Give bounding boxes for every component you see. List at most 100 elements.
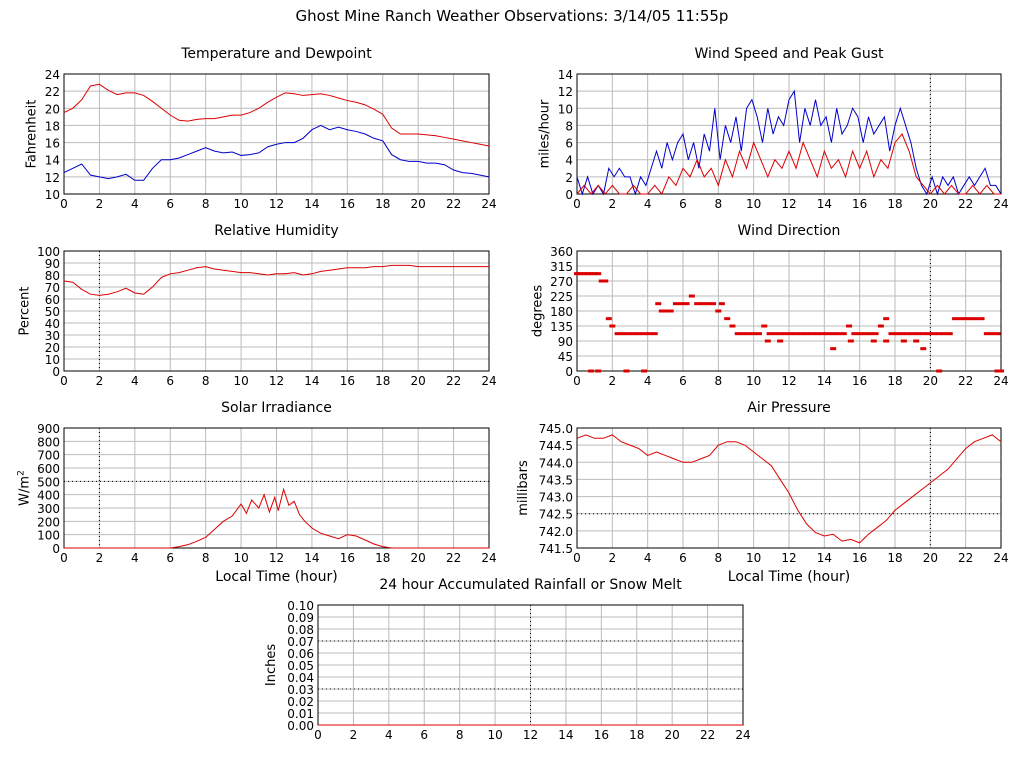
humidity-x-tick-label: 22 (446, 374, 461, 388)
direction-series-0-point (856, 332, 863, 336)
solar-plot-frame (63, 427, 490, 549)
direction-series-0-point (662, 309, 669, 313)
rain-y-tick-label: 0.00 (287, 719, 314, 733)
direction-series-0-point (946, 332, 953, 336)
pressure-y-tick-label: 744.0 (539, 456, 573, 470)
direction-series-1-point (595, 369, 602, 373)
humidity-y-tick-label: 50 (45, 305, 60, 319)
pressure-y-tick-label: 744.5 (539, 439, 573, 453)
solar-chart-title: Solar Irradiance (221, 400, 332, 416)
direction-series-0-point (581, 272, 588, 276)
humidity-x-tick-label: 16 (340, 374, 355, 388)
direction-x-tick-label: 6 (679, 374, 687, 388)
humidity-x-tick-label: 24 (481, 374, 496, 388)
solar-x-tick-label: 6 (166, 551, 174, 565)
pressure-x-tick-label: 10 (746, 551, 761, 565)
wind-x-tick-label: 24 (993, 197, 1008, 211)
direction-y-tick-label: 180 (550, 305, 573, 319)
solar-y-tick-label: 400 (37, 489, 60, 503)
rain-x-tick-label: 14 (558, 728, 573, 742)
direction-series-0-point (962, 317, 969, 321)
pressure-y-tick-label: 742.0 (539, 525, 573, 539)
direction-series-0-point (936, 332, 943, 336)
direction-series-0-point (888, 332, 895, 336)
pressure-x-tick-label: 2 (609, 551, 617, 565)
pressure-x-tick-label: 14 (817, 551, 832, 565)
direction-series-0-point (588, 272, 595, 276)
wind-x-tick-label: 12 (781, 197, 796, 211)
temp-x-tick-label: 0 (60, 197, 68, 211)
direction-x-tick-label: 24 (993, 374, 1008, 388)
temp-series-0-line (63, 83, 490, 147)
direction-series-0-point (766, 332, 773, 336)
solar-x-tick-label: 12 (269, 551, 284, 565)
direction-series-0-point (994, 332, 1001, 336)
solar-y-tick-label: 800 (37, 435, 60, 449)
humidity-y-tick-label: 0 (52, 365, 60, 379)
solar-x-tick-label: 8 (202, 551, 210, 565)
humidity-series-0-line (63, 264, 489, 296)
solar-y-tick-label: 0 (52, 542, 60, 556)
direction-series-0-point (750, 332, 757, 336)
direction-series-0-point (710, 302, 717, 306)
direction-series-0-point (761, 324, 768, 328)
direction-series-0-point (595, 272, 602, 276)
wind-x-tick-label: 8 (715, 197, 723, 211)
solar-x-tick-label: 20 (411, 551, 426, 565)
temp-series-1-line (63, 124, 490, 181)
wind-x-tick-label: 4 (644, 197, 652, 211)
solar-y-tick-label: 300 (37, 502, 60, 516)
direction-x-tick-label: 0 (573, 374, 581, 388)
direction-series-0-point (782, 332, 789, 336)
direction-series-0-point (625, 332, 632, 336)
rain-x-tick-label: 20 (665, 728, 680, 742)
temp-x-tick-label: 18 (375, 197, 390, 211)
direction-series-0-point (771, 332, 778, 336)
direction-series-0-point (651, 332, 658, 336)
direction-series-0-point (893, 332, 900, 336)
direction-y-axis-label: degrees (530, 285, 545, 338)
rain-y-tick-label: 0.04 (287, 671, 314, 685)
solar-y-tick-label: 600 (37, 462, 60, 476)
temp-x-tick-label: 22 (446, 197, 461, 211)
direction-series-0-point (983, 332, 990, 336)
pressure-series-0-line (576, 434, 1002, 544)
direction-series-0-point (793, 332, 800, 336)
pressure-x-tick-label: 18 (887, 551, 902, 565)
direction-series-1-point (588, 369, 595, 373)
direction-series-0-point (646, 332, 653, 336)
direction-series-0-point (699, 302, 706, 306)
page-title: Ghost Mine Ranch Weather Observations: 3… (295, 7, 729, 25)
direction-series-1-point (641, 369, 648, 373)
solar-x-tick-label: 2 (96, 551, 104, 565)
rain-y-tick-label: 0.05 (287, 659, 314, 673)
wind-series-0-line (576, 89, 1002, 196)
wind-y-tick-label: 2 (565, 171, 573, 185)
direction-series-0-point (672, 302, 679, 306)
temp-y-tick-label: 22 (45, 85, 60, 99)
direction-series-0-point (745, 332, 752, 336)
direction-x-tick-label: 10 (746, 374, 761, 388)
rain-y-tick-label: 0.02 (287, 695, 314, 709)
direction-series-0-point (734, 332, 741, 336)
direction-series-0-point (641, 332, 648, 336)
wind-series-1-line (576, 133, 1001, 195)
direction-y-tick-label: 45 (558, 350, 573, 364)
rain-x-tick-label: 0 (314, 728, 322, 742)
rain-y-axis-label: Inches (264, 644, 279, 686)
solar-x-tick-label: 14 (304, 551, 319, 565)
humidity-y-tick-label: 80 (45, 269, 60, 283)
direction-series-0-point (704, 302, 711, 306)
direction-y-tick-label: 270 (550, 275, 573, 289)
direction-series-1-point (870, 339, 877, 343)
solar-x-tick-label: 24 (481, 551, 496, 565)
rain-x-tick-label: 24 (735, 728, 750, 742)
humidity-y-tick-label: 90 (45, 257, 60, 271)
pressure-x-tick-label: 8 (715, 551, 723, 565)
temp-x-tick-label: 14 (304, 197, 319, 211)
humidity-x-tick-label: 10 (233, 374, 248, 388)
humidity-y-tick-label: 100 (37, 245, 60, 259)
temp-x-tick-label: 2 (96, 197, 104, 211)
pressure-x-tick-label: 22 (958, 551, 973, 565)
solar-x-tick-label: 4 (131, 551, 139, 565)
